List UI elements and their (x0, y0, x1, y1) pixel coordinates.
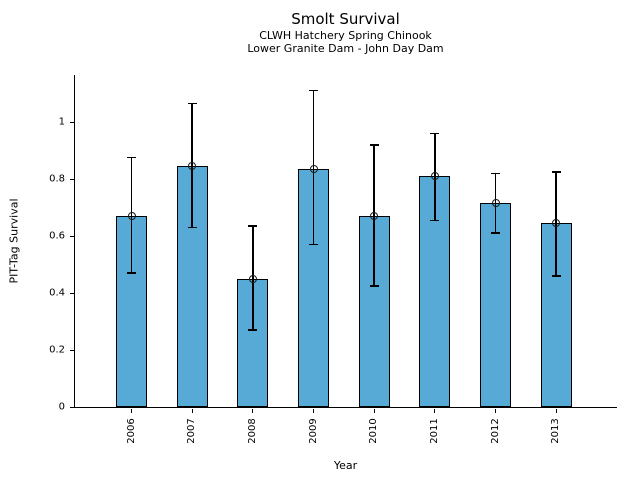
y-tick (70, 121, 74, 123)
error-bar-cap-top (248, 225, 258, 227)
error-bar-cap-top (430, 132, 440, 135)
x-tick (434, 409, 436, 413)
chart-subtitle-line2: Lower Granite Dam - John Day Dam (247, 42, 444, 55)
plot-area: 0 0.2 0.4 0.6 0.8 1 2006 2007 2008 2009 2010 2011 20… (49, 75, 617, 444)
error-bar-cap-top (551, 171, 561, 173)
data-point-marker (248, 274, 257, 283)
x-axis-label: Year (333, 459, 358, 472)
error-bar-cap-top (127, 156, 136, 159)
x-tick (130, 409, 133, 413)
x-tick (555, 409, 557, 413)
error-bar-cap-top (309, 89, 318, 92)
y-tick-label: 0.8 (49, 173, 65, 185)
y-tick-label: 1 (58, 116, 65, 128)
x-tick-label: 2011 (428, 418, 440, 444)
bar-2012 (480, 203, 512, 407)
x-tick (191, 409, 193, 413)
x-tick-label: 2006 (125, 418, 137, 444)
y-tick-label: 0.6 (49, 230, 65, 242)
x-tick (494, 409, 497, 413)
y-tick (70, 178, 74, 180)
data-point-marker (552, 219, 561, 228)
x-tick (373, 409, 375, 413)
x-tick-label: 2012 (489, 418, 501, 444)
chart-subtitle-line1: CLWH Hatchery Spring Chinook (259, 29, 432, 42)
y-tick (70, 235, 74, 237)
data-point-marker (127, 212, 136, 221)
data-point-marker (430, 172, 439, 181)
data-point-marker (370, 212, 379, 221)
x-tick-label: 2010 (368, 418, 380, 444)
data-point-marker (188, 162, 197, 171)
x-tick-label: 2008 (246, 418, 258, 444)
error-bar-cap-bottom (369, 285, 379, 287)
error-bar-cap-bottom (309, 243, 318, 246)
y-tick (70, 406, 74, 408)
data-point-marker (309, 165, 318, 174)
y-tick-label: 0.4 (49, 287, 65, 299)
title-block: Smolt Survival CLWH Hatchery Spring Chin… (74, 10, 617, 55)
y-tick-label: 0 (58, 401, 65, 413)
x-tick (252, 409, 254, 413)
error-bar-cap-bottom (127, 272, 136, 274)
error-bar-cap-bottom (187, 226, 197, 229)
error-bar-cap-bottom (551, 275, 561, 277)
chart-title: Smolt Survival (291, 10, 400, 28)
y-axis-label: PIT-Tag Survival (7, 198, 21, 284)
error-bar-cap-top (187, 102, 197, 105)
error-bar-cap-bottom (248, 329, 258, 331)
error-bar-cap-bottom (430, 219, 440, 222)
error-bar-cap-bottom (491, 232, 501, 234)
x-tick-label: 2013 (550, 418, 562, 444)
x-tick (312, 409, 315, 413)
x-tick-label: 2009 (307, 418, 319, 444)
data-point-marker (491, 199, 500, 208)
x-tick-label: 2007 (186, 418, 198, 444)
y-tick-label: 0.2 (49, 344, 65, 356)
error-bar-cap-top (491, 172, 501, 174)
y-tick (70, 349, 74, 351)
y-tick (70, 292, 74, 294)
error-bar-cap-top (369, 144, 379, 146)
